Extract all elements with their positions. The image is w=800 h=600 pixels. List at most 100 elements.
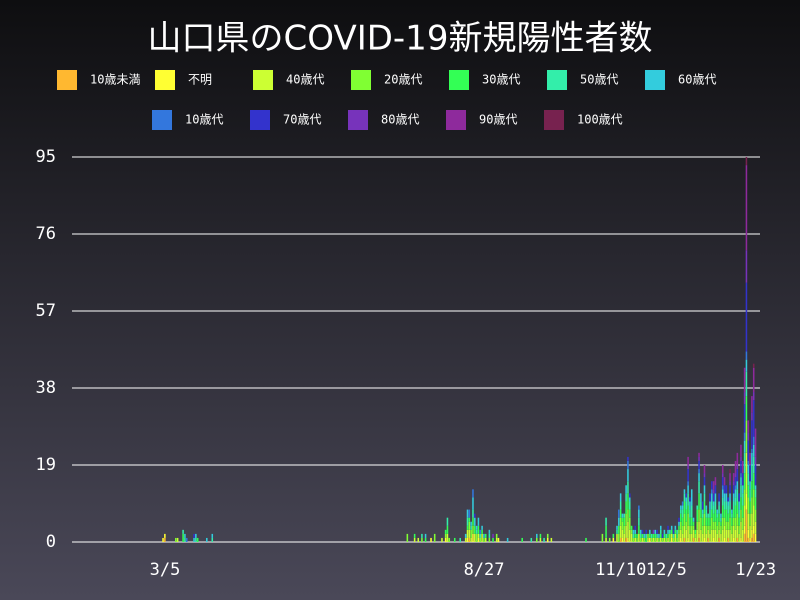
bar-segment (712, 513, 715, 522)
bar-segment (752, 392, 755, 401)
bar-segment (736, 525, 739, 538)
bar-segment (625, 525, 627, 538)
bar-segment (656, 529, 658, 534)
bar-segment (683, 537, 686, 542)
bar-segment (742, 485, 744, 494)
bar-segment (747, 513, 750, 530)
bar-segment (484, 537, 487, 542)
bar-segment (734, 489, 737, 498)
bar-segment (621, 513, 624, 518)
bar-segment (627, 537, 629, 542)
bar-segment (689, 509, 691, 518)
bar-segment (718, 501, 720, 506)
bar-segment (479, 529, 482, 534)
bar-segment (698, 473, 700, 482)
bar-segment (751, 481, 753, 498)
bar-segment (483, 533, 485, 538)
bar-segment (618, 533, 620, 542)
bar-segment (477, 525, 480, 534)
bar-segment (703, 513, 706, 526)
bar-segment (729, 509, 731, 518)
bar-segment (729, 517, 731, 530)
bar-segment (636, 537, 638, 542)
bar-segment (433, 533, 436, 542)
bar-segment (752, 505, 755, 526)
bar-segment (707, 529, 709, 538)
bar-segment (698, 533, 700, 538)
legend-swatch (250, 110, 270, 130)
bar-segment (623, 525, 626, 534)
bar-segment (530, 537, 533, 542)
bar-segment (683, 489, 686, 494)
bar-segment (659, 533, 662, 538)
bar-segment (680, 509, 682, 514)
legend-swatch (645, 70, 665, 90)
bar-segment (747, 465, 750, 474)
bar-segment (475, 533, 478, 542)
bar-segment (738, 525, 740, 534)
bar-segment (649, 529, 651, 534)
bar-segment (681, 533, 684, 542)
bar-segment (736, 489, 739, 502)
bar-segment (656, 537, 658, 542)
bar-segment (459, 537, 461, 542)
bar-segment (752, 473, 755, 490)
bar-segment (751, 529, 753, 538)
bar-segment (747, 460, 750, 465)
bar-segment (621, 537, 624, 542)
bar-segment (749, 513, 751, 526)
bar-segment (745, 396, 748, 421)
bar-segment (654, 537, 657, 542)
bar-segment (690, 525, 693, 534)
bar-segment (627, 460, 629, 470)
bar-segment (754, 497, 757, 510)
bar-segment (747, 420, 750, 433)
bar-segment (736, 513, 739, 526)
bar-segment (627, 481, 629, 494)
bar-segment (729, 481, 731, 486)
bar-segment (477, 537, 480, 542)
bar-segment (718, 505, 720, 514)
bar-segment (740, 460, 742, 474)
bar-segment (623, 517, 626, 526)
bar-segment (729, 493, 731, 502)
bar-segment (723, 501, 726, 510)
bar-segment (681, 525, 684, 534)
bar-segment (619, 517, 622, 526)
bar-segment (424, 537, 427, 542)
bar-segment (752, 525, 755, 534)
bar-segment (678, 517, 680, 522)
bar-segment (685, 501, 688, 510)
bar-segment (683, 525, 686, 538)
bar-segment (743, 473, 746, 490)
bar-segment (709, 493, 711, 502)
bar-segment (705, 525, 708, 534)
bar-segment (645, 533, 647, 538)
bar-segment (732, 525, 735, 538)
bar-segment (729, 469, 731, 474)
bar-segment (650, 533, 653, 538)
bar-segment (466, 509, 469, 518)
legend-label: 100歳代 (577, 113, 623, 127)
bar-segment (472, 525, 474, 534)
legend-swatch (155, 70, 175, 90)
bar-segment (685, 493, 688, 498)
bar-segment (718, 529, 720, 538)
bar-segment (751, 396, 753, 413)
bar-segment (477, 517, 480, 526)
bar-segment (472, 517, 474, 526)
bar-segment (698, 452, 700, 457)
bar-segment (707, 525, 709, 530)
bar-segment (743, 505, 746, 526)
bar-segment (468, 509, 471, 518)
bar-segment (536, 533, 538, 538)
bar-segment (752, 489, 755, 506)
bar-segment (716, 509, 719, 514)
bar-segment (709, 501, 711, 510)
bar-segment (747, 473, 750, 486)
bar-segment (749, 537, 751, 542)
bar-segment (474, 533, 476, 542)
bar-segment (685, 497, 688, 502)
bar-segment (539, 537, 542, 542)
bar-segment (687, 525, 689, 538)
